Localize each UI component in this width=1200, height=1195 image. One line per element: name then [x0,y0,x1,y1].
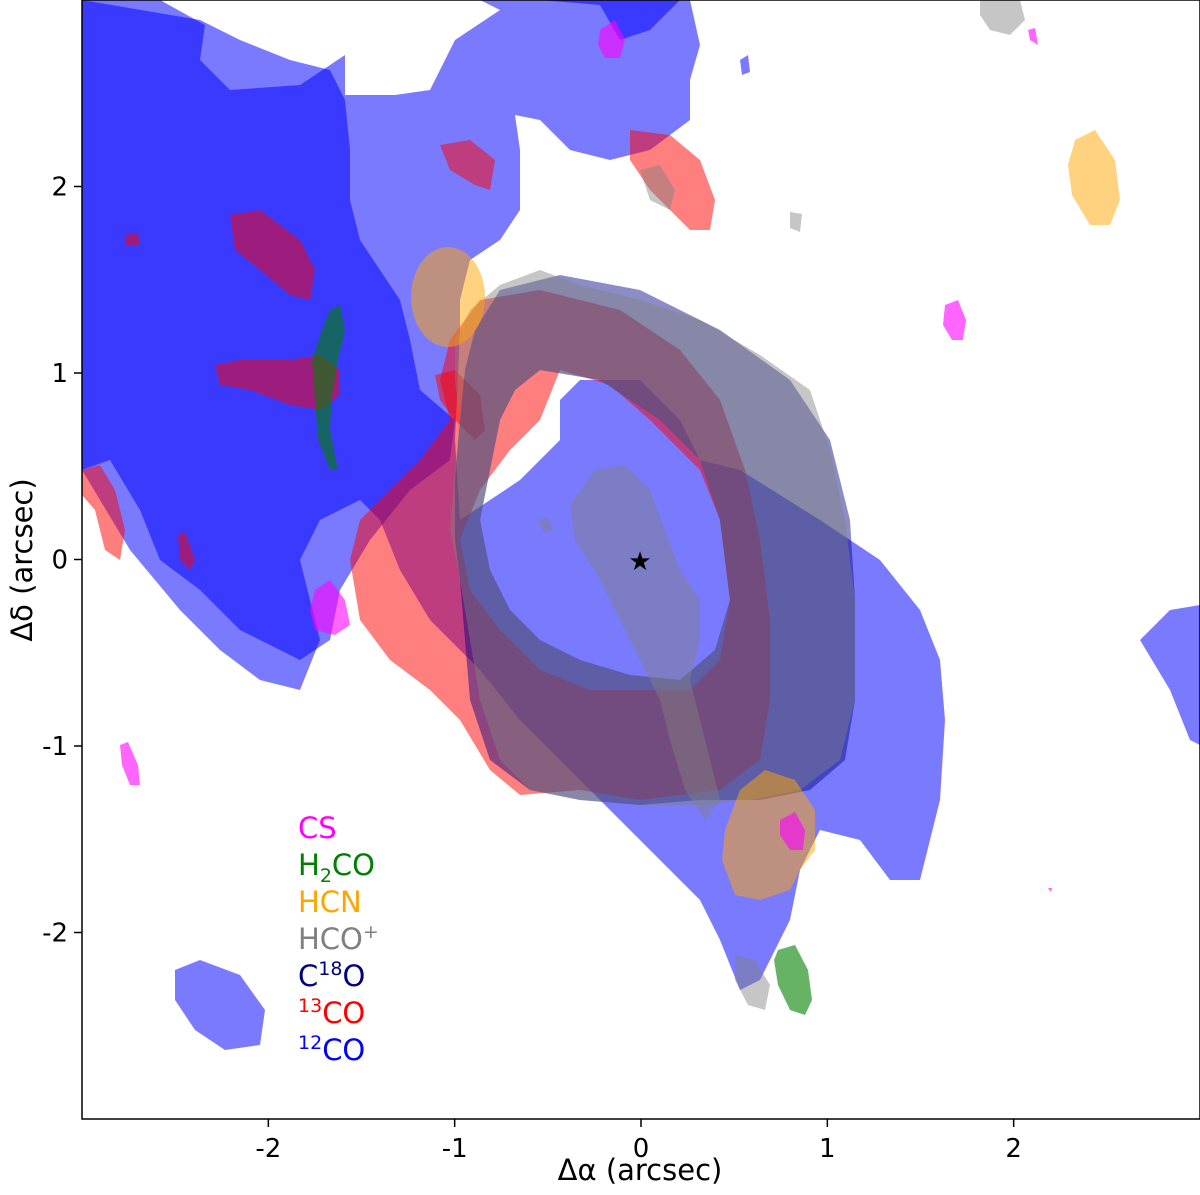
contour-c18o-ring [455,275,855,805]
contour-12co-west [82,0,455,660]
legend-entry-c18o: C18O [298,958,365,993]
y-tick-label: 2 [51,173,68,203]
contour-c18o [455,275,855,805]
contour-cs-b [943,300,966,340]
x-tick-label: -2 [255,1134,281,1164]
contour-hco-small [790,212,802,232]
y-tick-label: -1 [42,732,68,762]
contour-cs-a [598,20,625,58]
contour-cs [120,20,1052,892]
contour-13co-g [125,233,140,245]
star-marker: ★ [628,547,651,577]
legend-entry-12co: 12CO [298,1032,365,1067]
contour-h2co [312,305,812,1015]
contour-cs-f [1028,28,1038,45]
contour-13co-h [435,370,485,440]
contour-hcn [411,130,1120,900]
contour-hcn-a [411,247,485,347]
contour-cs-c [310,580,350,635]
contour-cs-e [780,812,805,850]
contour-h2co-b [774,945,812,1015]
contour-hco-bottom [735,955,770,1010]
contour-13co-a [440,140,495,190]
y-tick-label: -2 [42,919,68,949]
y-axis-ticks: -2 -1 0 1 2 [42,173,82,949]
legend-entry-cs: CS [298,811,337,845]
contour-12co-upper [540,0,680,40]
legend-entry-h2co: H2CO [298,848,375,887]
y-tick-label: 1 [51,359,68,389]
x-tick-label: 1 [819,1134,836,1164]
x-tick-label: 0 [633,1134,650,1164]
plot-area: ★ [82,0,1200,1050]
contour-cs-d [120,742,140,785]
contour-hco-dot [537,518,553,533]
contour-hcn-b [1068,130,1120,225]
x-tick-label: 2 [1005,1134,1022,1164]
contour-12co [82,0,1200,1050]
contour-13co [82,130,770,800]
contour-12co-bottom-left [175,960,265,1050]
contour-hco-upper [640,165,675,210]
contour-hco-top-right [980,0,1025,35]
legend-entry-13co: 13CO [298,995,365,1030]
y-tick-label: 0 [51,546,68,576]
x-axis-label: Δα (arcsec) [558,1153,723,1187]
contour-hco-ring [450,270,855,805]
x-axis-ticks: -2 -1 0 1 2 [255,1119,1022,1164]
contour-13co-d [215,355,340,410]
x-tick-label: -1 [442,1134,468,1164]
contour-h2co-a [312,305,345,470]
contour-13co-b [630,130,715,230]
contour-hcn-c [722,770,815,900]
contour-13co-e [82,465,125,560]
legend-entry-hco: HCO+ [298,921,379,956]
contour-12co-right [1140,605,1200,745]
contour-12co-blob [740,55,750,75]
legend-entry-hcn: HCN [298,885,362,919]
contour-hco [450,0,1025,1010]
contour-cs-g [1048,888,1052,892]
y-axis-label: Δδ (arcsec) [5,478,39,641]
contour-13co-c [230,210,315,300]
contour-hco-center [570,465,720,820]
contour-13co-f [178,532,195,570]
